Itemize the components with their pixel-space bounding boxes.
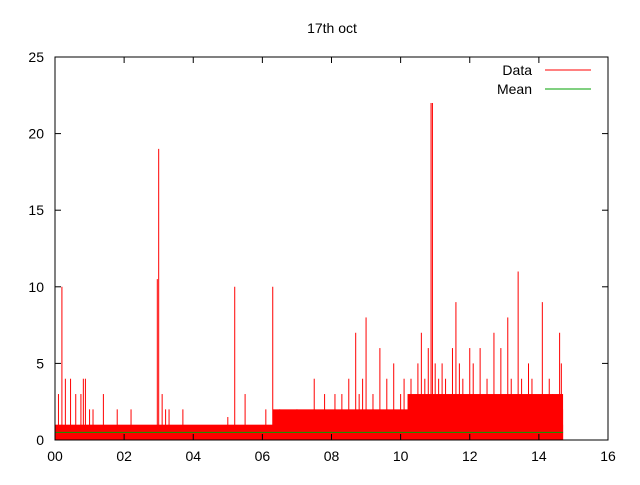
y-tick-label: 15 [28, 202, 44, 218]
chart-title: 17th oct [307, 20, 357, 36]
legend-label-mean: Mean [497, 81, 532, 97]
x-tick-label: 10 [393, 448, 409, 464]
legend-label-data: Data [502, 62, 532, 78]
legend: Data Mean [497, 62, 591, 97]
plot-frame [54, 56, 609, 441]
x-tick-label: 16 [600, 448, 616, 464]
y-tick-label: 20 [28, 126, 44, 142]
data-layer [55, 102, 564, 440]
x-tick-label: 14 [531, 448, 547, 464]
x-tick-label: 08 [324, 448, 340, 464]
x-tick-label: 04 [185, 448, 201, 464]
x-tick-label: 02 [116, 448, 132, 464]
y-tick-label: 25 [28, 49, 44, 65]
y-tick-label: 5 [36, 355, 44, 371]
y-tick-label: 10 [28, 279, 44, 295]
x-tick-label: 06 [255, 448, 271, 464]
x-axis: 00 02 04 06 08 10 12 14 16 [47, 57, 616, 464]
x-tick-label: 00 [47, 448, 63, 464]
y-tick-label: 0 [36, 432, 44, 448]
x-tick-label: 12 [462, 448, 478, 464]
y-axis: 0 5 10 15 20 25 [28, 49, 608, 448]
